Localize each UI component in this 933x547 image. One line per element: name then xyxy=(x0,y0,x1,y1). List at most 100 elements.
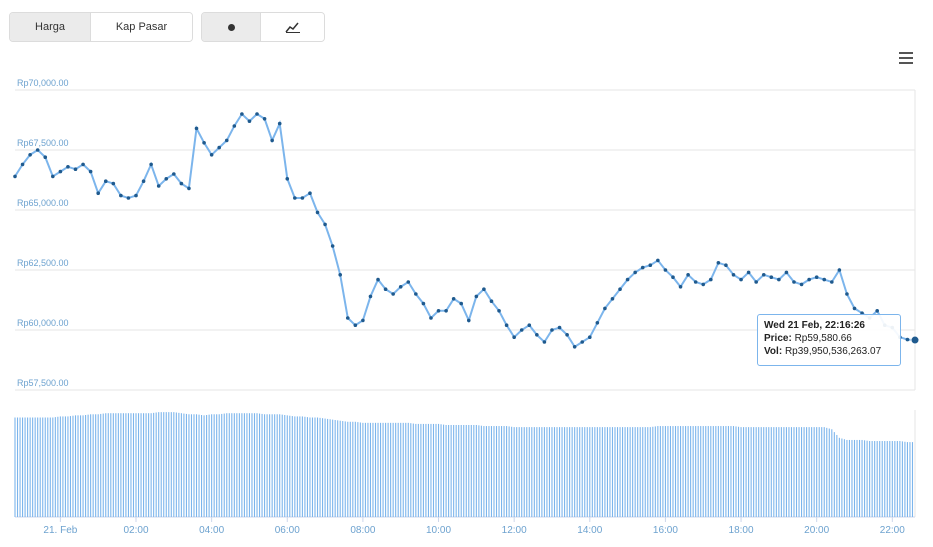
price-point xyxy=(519,328,524,332)
price-point xyxy=(731,273,736,277)
tab-harga[interactable]: Harga xyxy=(10,13,91,41)
chart-type-group xyxy=(201,12,325,42)
price-point xyxy=(414,292,418,296)
price-point xyxy=(504,323,509,328)
price-point xyxy=(126,196,131,200)
price-point xyxy=(164,177,169,181)
price-point xyxy=(784,270,789,275)
tooltip-price-value: Rp59,580.66 xyxy=(794,333,852,344)
price-point xyxy=(708,277,713,282)
price-point xyxy=(618,287,622,292)
price-point xyxy=(361,318,365,323)
y-tick-label-5: Rp57,500.00 xyxy=(17,378,69,388)
price-point xyxy=(119,193,123,198)
price-point xyxy=(572,345,577,349)
price-point xyxy=(20,162,25,167)
y-tick-label-4: Rp60,000.00 xyxy=(17,318,69,328)
grid-lines xyxy=(15,89,916,518)
scatter-dot-icon xyxy=(227,23,235,31)
y-tick-label-0: Rp70,000.00 xyxy=(17,78,69,88)
price-point xyxy=(557,325,562,330)
price-point xyxy=(179,181,184,186)
price-point xyxy=(224,138,229,143)
price-point xyxy=(777,277,781,282)
tooltip-vol-label: Vol: xyxy=(764,346,783,357)
price-point xyxy=(769,275,774,280)
price-point xyxy=(285,177,290,181)
x-tick-label-7: 14:00 xyxy=(577,525,602,536)
price-point xyxy=(353,323,358,328)
price-point xyxy=(792,280,796,284)
scatter-mode-button[interactable] xyxy=(202,13,261,41)
price-point xyxy=(51,174,55,179)
x-axis-labels: 21. Feb 02:00 04:00 06:00 08:00 10:00 12:00 14:… xyxy=(43,517,905,536)
price-point xyxy=(724,263,728,268)
price-point xyxy=(247,119,252,123)
price-point xyxy=(96,191,100,195)
price-point xyxy=(270,138,274,143)
price-point xyxy=(678,285,683,289)
price-point xyxy=(905,337,910,342)
price-point xyxy=(88,169,93,174)
price-point xyxy=(262,117,267,121)
price-point xyxy=(845,292,849,296)
price-point xyxy=(376,277,380,282)
line-chart-icon xyxy=(284,22,300,33)
price-point xyxy=(595,321,600,325)
price-series-line xyxy=(14,112,916,349)
tooltip-date: Wed 21 Feb, 22:16:26 xyxy=(764,320,865,331)
price-point xyxy=(13,174,17,179)
price-line xyxy=(14,112,916,349)
price-point xyxy=(693,280,698,284)
price-point xyxy=(799,282,804,287)
tab-kap-pasar[interactable]: Kap Pasar xyxy=(91,13,192,41)
price-point xyxy=(73,167,78,171)
tooltip-vol-value: Rp39,950,536,263.07 xyxy=(784,346,882,357)
tooltip-price-label: Price: xyxy=(764,333,792,344)
price-point xyxy=(565,333,569,337)
price-point xyxy=(761,273,766,277)
price-point xyxy=(300,196,305,200)
price-point xyxy=(35,148,40,152)
price-point xyxy=(277,121,282,126)
x-tick-label-6: 12:00 xyxy=(502,525,527,536)
line-mode-button[interactable] xyxy=(261,13,324,41)
x-tick-label-8: 16:00 xyxy=(653,525,678,536)
price-point xyxy=(527,323,532,328)
price-point xyxy=(822,277,827,282)
price-point xyxy=(141,179,146,183)
price-point xyxy=(308,191,312,195)
x-tick-label-1: 02:00 xyxy=(123,525,148,536)
hamburger-menu-icon[interactable] xyxy=(899,52,913,64)
price-point xyxy=(830,280,834,284)
price-point xyxy=(134,193,138,198)
price-point xyxy=(103,179,108,183)
price-point xyxy=(474,294,479,299)
price-point xyxy=(671,275,675,280)
price-point xyxy=(217,145,222,150)
price-point xyxy=(330,244,335,248)
price-point xyxy=(580,340,585,344)
price-point xyxy=(610,297,615,301)
x-tick-label-4: 08:00 xyxy=(350,525,375,536)
price-point xyxy=(746,270,751,275)
price-point xyxy=(194,126,199,131)
volume-bars xyxy=(14,412,914,517)
price-point xyxy=(391,292,395,296)
price-point xyxy=(406,280,411,284)
y-tick-label-2: Rp65,000.00 xyxy=(17,198,69,208)
y-tick-label-3: Rp62,500.00 xyxy=(17,258,69,268)
price-point xyxy=(716,261,721,265)
price-point xyxy=(640,265,645,270)
price-point xyxy=(489,299,494,304)
price-point xyxy=(754,280,758,284)
price-point xyxy=(497,309,501,313)
price-point xyxy=(255,112,259,116)
x-tick-label-10: 20:00 xyxy=(804,525,829,536)
price-point xyxy=(187,186,191,191)
x-tick-label-11: 22:00 xyxy=(880,525,905,536)
price-point xyxy=(156,184,161,188)
price-point xyxy=(701,282,706,287)
price-point xyxy=(436,309,441,313)
